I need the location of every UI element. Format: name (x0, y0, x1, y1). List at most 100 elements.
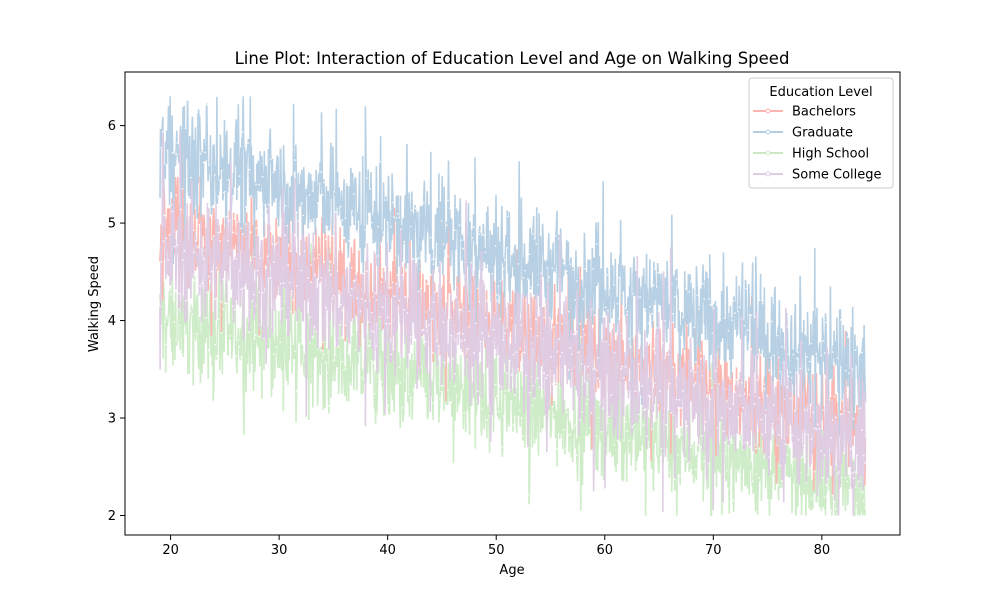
data-point (665, 342, 668, 344)
data-point (784, 443, 787, 445)
data-point (682, 389, 684, 392)
series-graduate (159, 95, 867, 439)
data-point (230, 296, 233, 298)
data-point (491, 272, 494, 275)
legend-label: Graduate (792, 126, 853, 141)
data-point (236, 188, 239, 190)
data-point (483, 429, 485, 431)
data-point (553, 326, 555, 329)
data-point (468, 325, 470, 328)
data-point (795, 371, 798, 374)
legend-marker (765, 171, 771, 177)
data-point (667, 353, 670, 356)
data-point (320, 171, 322, 174)
data-point (566, 384, 569, 386)
data-point (678, 399, 681, 401)
data-point (805, 356, 808, 358)
data-point (390, 226, 392, 228)
data-point (694, 381, 697, 384)
data-point (532, 384, 534, 387)
data-point (245, 223, 248, 225)
data-point (483, 282, 486, 284)
data-point (773, 404, 775, 407)
data-point (506, 247, 508, 249)
data-point (158, 260, 161, 263)
data-point (279, 235, 282, 238)
data-point (259, 191, 262, 194)
data-point (735, 365, 738, 368)
data-point (243, 287, 246, 290)
data-point (703, 460, 705, 462)
data-point (336, 270, 339, 272)
data-point (527, 447, 529, 449)
data-point (443, 249, 446, 252)
data-point (357, 220, 360, 223)
data-point (710, 386, 713, 389)
data-point (439, 199, 442, 202)
data-point (766, 320, 769, 323)
data-point (647, 322, 650, 325)
data-point (677, 287, 679, 289)
data-point (417, 257, 420, 259)
data-point (348, 240, 350, 243)
data-point (330, 261, 332, 263)
data-point (847, 372, 850, 375)
series-some-college (159, 130, 867, 516)
legend-box (748, 77, 894, 189)
data-point (709, 398, 712, 401)
data-point (277, 234, 280, 237)
data-point (431, 258, 433, 261)
data-point (439, 261, 441, 263)
data-point (167, 318, 169, 321)
data-point (621, 480, 624, 482)
data-point (481, 332, 484, 335)
data-point (372, 330, 374, 333)
data-point (724, 441, 726, 444)
data-point (419, 287, 422, 290)
data-point (791, 434, 793, 437)
data-point (320, 277, 323, 279)
data-point (207, 206, 210, 209)
data-point (745, 287, 748, 290)
data-point (631, 293, 634, 295)
data-point (647, 344, 650, 346)
data-point (642, 424, 645, 426)
data-point (324, 238, 327, 241)
data-point (843, 452, 845, 454)
data-point (541, 305, 544, 308)
data-point (341, 309, 344, 312)
data-point (479, 340, 482, 343)
x-axis-label: Age (499, 563, 524, 578)
data-point (643, 409, 645, 411)
data-point (162, 240, 165, 243)
data-point (266, 255, 269, 258)
data-point (447, 389, 449, 392)
data-point (409, 225, 412, 228)
data-point (421, 204, 423, 207)
data-point (303, 250, 306, 252)
data-point (380, 281, 383, 283)
data-point (739, 438, 741, 441)
data-point (499, 318, 502, 320)
data-point (227, 355, 230, 357)
data-point (447, 255, 449, 258)
data-point (222, 278, 225, 280)
data-point (351, 333, 354, 336)
data-point (396, 212, 399, 215)
data-point (222, 191, 225, 194)
data-point (316, 202, 319, 205)
x-tick-label: 50 (488, 543, 505, 558)
data-point (763, 387, 766, 390)
data-point (486, 419, 488, 421)
data-point (292, 299, 295, 301)
data-point (815, 428, 818, 431)
data-point (354, 175, 357, 178)
data-point (691, 422, 694, 424)
data-point (616, 440, 619, 442)
data-point (830, 436, 832, 439)
data-point (616, 463, 619, 466)
data-point (405, 268, 407, 270)
data-point (162, 358, 165, 361)
data-point (276, 294, 279, 297)
data-point (533, 397, 536, 400)
